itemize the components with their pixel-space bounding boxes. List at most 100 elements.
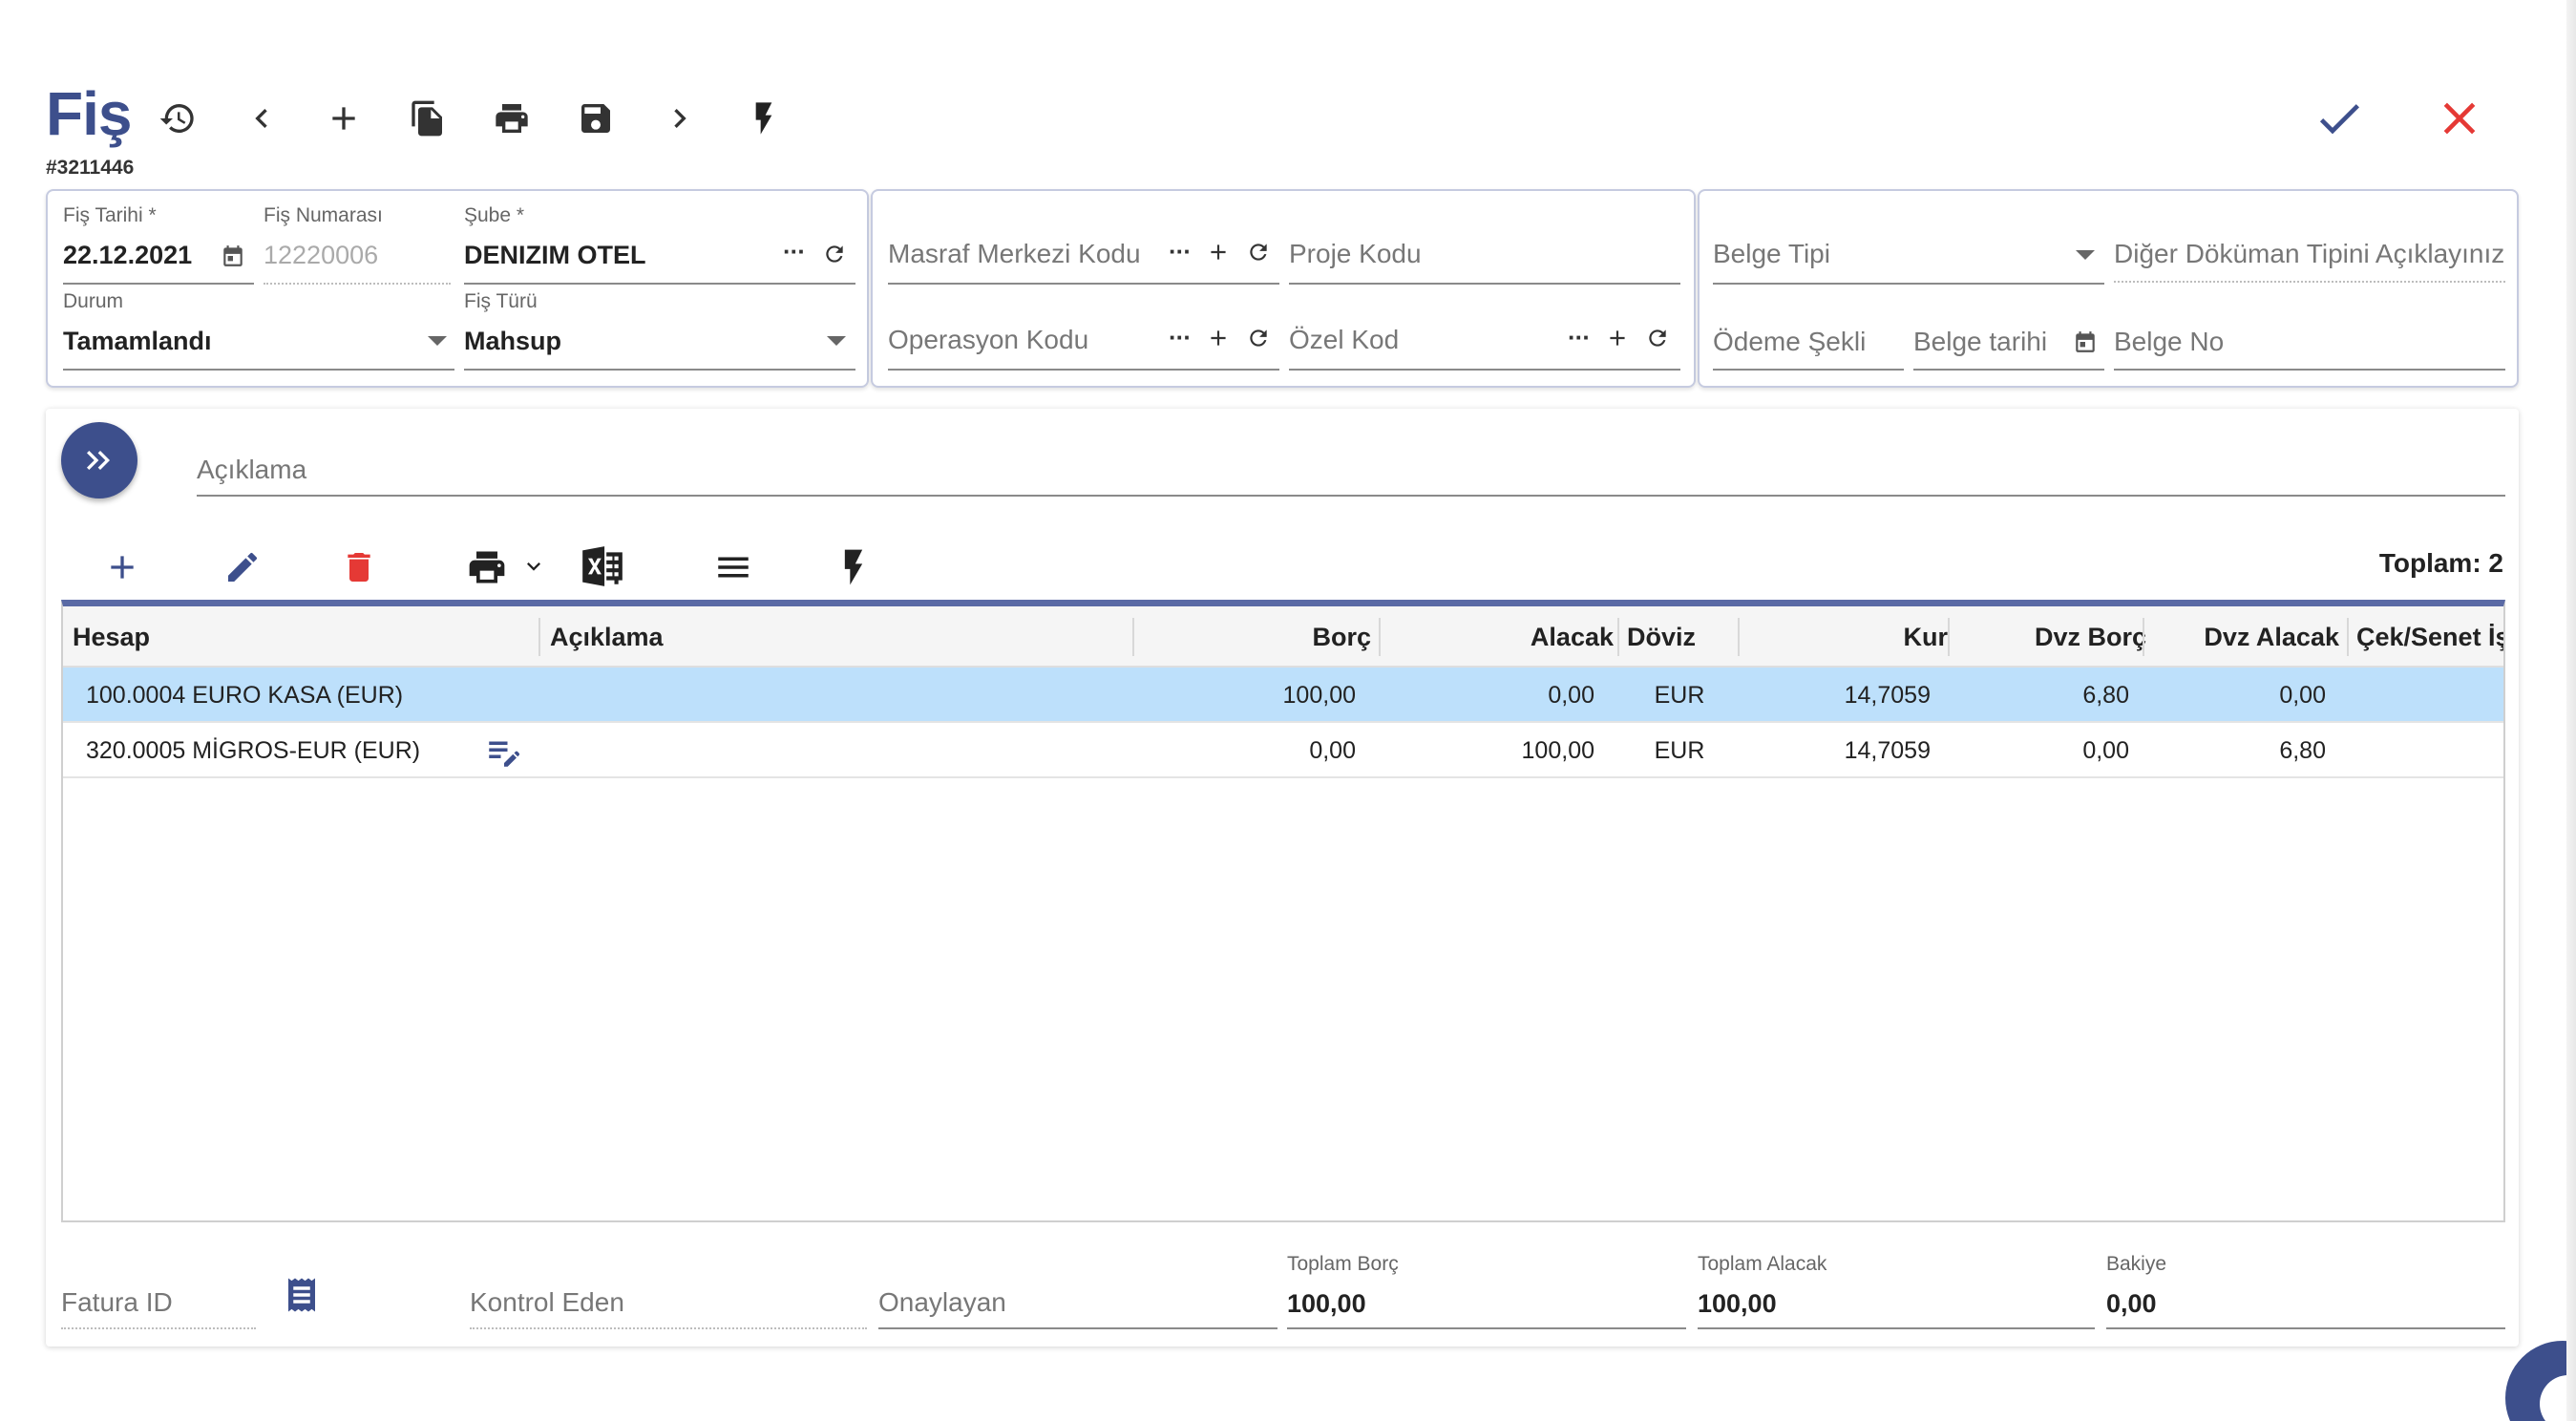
cell-borc: 100,00 <box>1282 682 1356 709</box>
fis-numarasi-label: Fiş Numarası <box>264 204 383 226</box>
diger-dokuman-placeholder: Diğer Döküman Tipini Açıklayınız <box>2114 239 2505 268</box>
cell-doviz: EUR <box>1654 682 1705 709</box>
fis-turu-select[interactable]: Fiş Türü Mahsup <box>464 290 855 371</box>
toplam-borc-label: Toplam Borç <box>1287 1253 1399 1275</box>
fis-turu-label: Fiş Türü <box>464 290 538 312</box>
sube-value[interactable]: DENIZIM OTEL <box>464 241 646 269</box>
close-icon[interactable] <box>2433 92 2486 145</box>
save-icon[interactable] <box>573 95 619 141</box>
table-row[interactable]: 320.0005 MİGROS-EUR (EUR) 0,00 100,00 EU… <box>63 723 2503 778</box>
dropdown-arrow-icon[interactable] <box>428 336 447 346</box>
more-icon[interactable]: ··· <box>1169 323 1192 351</box>
operasyon-kodu-field[interactable]: Operasyon Kodu ··· <box>888 315 1279 371</box>
col-kur[interactable]: Kur <box>1903 623 1949 651</box>
entries-grid: Hesap Açıklama Borç Alacak Döviz Kur Dvz… <box>61 600 2505 1222</box>
belge-tipi-placeholder: Belge Tipi <box>1713 239 1830 268</box>
cell-hesap: 100.0004 EURO KASA (EUR) <box>86 682 404 709</box>
chevron-left-icon[interactable] <box>239 95 285 141</box>
add-icon[interactable] <box>321 95 367 141</box>
dropdown-arrow-icon[interactable] <box>2076 250 2095 260</box>
document-info-panel <box>1698 189 2519 388</box>
durum-label: Durum <box>63 290 124 312</box>
edit-icon[interactable] <box>220 544 265 590</box>
proje-kodu-field[interactable]: Proje Kodu <box>1289 229 1680 285</box>
add-row-icon[interactable] <box>99 544 145 590</box>
calendar-icon[interactable] <box>2070 327 2101 357</box>
refresh-icon[interactable] <box>819 239 850 269</box>
fis-tarihi-label: Fiş Tarihi * <box>63 204 157 226</box>
more-icon[interactable]: ··· <box>1568 323 1591 351</box>
col-cek-senet[interactable]: Çek/Senet İş <box>2356 623 2505 651</box>
col-aciklama[interactable]: Açıklama <box>550 623 664 651</box>
add-icon[interactable] <box>1602 323 1633 353</box>
receipt-icon[interactable] <box>281 1274 323 1316</box>
bakiye-field: Bakiye 0,00 <box>2106 1253 2505 1331</box>
cost-codes-panel <box>871 189 1696 388</box>
sube-label: Şube * <box>464 204 525 226</box>
fis-numarasi-value: 12220006 <box>264 241 379 269</box>
cell-dvz-borc: 0,00 <box>2082 737 2129 764</box>
history-icon[interactable] <box>155 95 201 141</box>
refresh-icon[interactable] <box>1243 323 1274 353</box>
diger-dokuman-field[interactable]: Diğer Döküman Tipini Açıklayınız <box>2114 229 2505 285</box>
aciklama-field[interactable]: Açıklama <box>197 443 2505 498</box>
fatura-id-field[interactable]: Fatura ID <box>61 1261 256 1331</box>
print-icon[interactable] <box>464 544 510 590</box>
cell-dvz-alacak: 6,80 <box>2279 737 2326 764</box>
col-hesap[interactable]: Hesap <box>73 623 151 651</box>
cell-hesap: 320.0005 MİGROS-EUR (EUR) <box>86 737 421 764</box>
belge-no-field[interactable]: Belge No <box>2114 315 2505 371</box>
menu-icon[interactable] <box>710 544 756 590</box>
table-row[interactable]: 100.0004 EURO KASA (EUR) 100,00 0,00 EUR… <box>63 668 2503 723</box>
dropdown-arrow-icon[interactable] <box>827 336 846 346</box>
kontrol-eden-field[interactable]: Kontrol Eden <box>470 1261 867 1331</box>
copy-icon[interactable] <box>405 95 451 141</box>
ozel-kod-placeholder: Özel Kod <box>1289 325 1400 354</box>
refresh-icon[interactable] <box>1642 323 1673 353</box>
excel-icon[interactable] <box>577 541 628 592</box>
flash-icon[interactable] <box>741 95 787 141</box>
calendar-icon[interactable] <box>218 239 248 273</box>
masraf-merkezi-field[interactable]: Masraf Merkezi Kodu ··· <box>888 229 1279 285</box>
add-icon[interactable] <box>1203 237 1234 267</box>
fis-turu-value[interactable]: Mahsup <box>464 327 562 355</box>
fis-numarasi-field: Fiş Numarası 12220006 <box>264 204 451 285</box>
delete-icon[interactable] <box>336 544 382 590</box>
durum-value[interactable]: Tamamlandı <box>63 327 212 355</box>
chevron-down-icon[interactable] <box>519 552 548 581</box>
col-borc[interactable]: Borç <box>1312 623 1371 651</box>
chat-widget[interactable] <box>2505 1341 2576 1421</box>
fis-tarihi-value[interactable]: 22.12.2021 <box>63 241 193 269</box>
refresh-icon[interactable] <box>1243 237 1274 267</box>
operasyon-kodu-placeholder: Operasyon Kodu <box>888 325 1089 354</box>
page-title: Fiş <box>46 79 132 148</box>
col-doviz[interactable]: Döviz <box>1627 623 1697 651</box>
bakiye-label: Bakiye <box>2106 1253 2167 1275</box>
cell-dvz-alacak: 0,00 <box>2279 682 2326 709</box>
toplam-alacak-value: 100,00 <box>1698 1289 1777 1318</box>
bakiye-value: 0,00 <box>2106 1289 2157 1318</box>
belge-tarihi-field[interactable]: Belge tarihi <box>1913 315 2104 371</box>
edit-note-icon[interactable] <box>483 732 525 771</box>
onaylayan-field[interactable]: Onaylayan <box>878 1261 1277 1331</box>
more-icon[interactable]: ··· <box>1169 237 1192 265</box>
print-icon[interactable] <box>489 95 535 141</box>
cell-kur: 14,7059 <box>1844 737 1931 764</box>
flash-icon[interactable] <box>831 542 876 592</box>
odeme-sekli-field[interactable]: Ödeme Şekli <box>1713 315 1904 371</box>
more-icon[interactable]: ··· <box>783 237 806 265</box>
ozel-kod-field[interactable]: Özel Kod ··· <box>1289 315 1680 371</box>
chevron-right-icon[interactable] <box>657 95 703 141</box>
durum-select[interactable]: Durum Tamamlandı <box>63 290 454 371</box>
col-dvz-alacak[interactable]: Dvz Alacak <box>2204 623 2339 651</box>
fis-tarihi-field[interactable]: Fiş Tarihi * 22.12.2021 <box>63 204 254 285</box>
sube-field[interactable]: Şube * DENIZIM OTEL ··· <box>464 204 855 285</box>
grid-header: Hesap Açıklama Borç Alacak Döviz Kur Dvz… <box>63 606 2503 668</box>
add-icon[interactable] <box>1203 323 1234 353</box>
check-icon[interactable] <box>2311 92 2368 145</box>
belge-tipi-select[interactable]: Belge Tipi <box>1713 229 2104 285</box>
col-alacak[interactable]: Alacak <box>1530 623 1614 651</box>
cell-doviz: EUR <box>1654 737 1705 764</box>
col-dvz-borc[interactable]: Dvz Borç <box>2034 623 2146 651</box>
expand-button[interactable] <box>61 422 137 498</box>
